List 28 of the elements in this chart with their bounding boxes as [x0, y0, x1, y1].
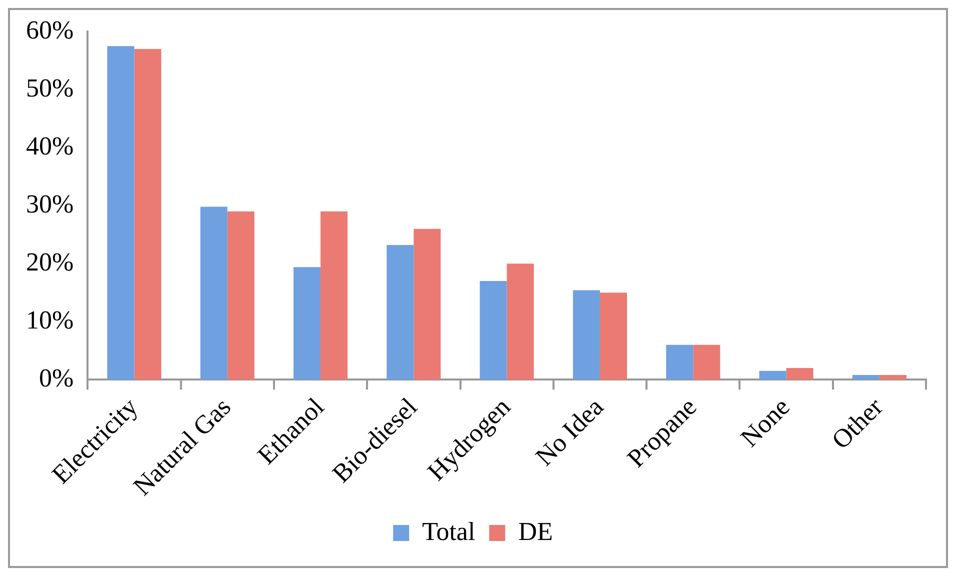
- y-tick-label: 30%: [26, 189, 74, 218]
- legend-label: Total: [422, 516, 476, 546]
- bar: [414, 228, 441, 380]
- bar: [386, 245, 414, 380]
- bar: [600, 292, 627, 380]
- y-tick-label: 40%: [26, 131, 74, 160]
- y-tick-label: 50%: [26, 73, 74, 102]
- bar: [693, 344, 720, 380]
- bar: [572, 290, 600, 380]
- bar: [134, 49, 162, 380]
- bar: [852, 374, 880, 380]
- bar: [480, 281, 507, 380]
- y-tick-label: 60%: [26, 15, 74, 44]
- bar: [759, 370, 786, 380]
- y-tick-label: 10%: [26, 305, 74, 334]
- bar: [200, 206, 228, 380]
- bar: [666, 344, 694, 380]
- bar: [506, 264, 534, 380]
- bar: [227, 211, 254, 380]
- bar: [786, 368, 814, 380]
- bar: [879, 374, 906, 380]
- x-tick-label: No Idea: [530, 392, 610, 472]
- bar: [294, 267, 321, 380]
- legend-label: DE: [518, 516, 553, 546]
- bar: [320, 211, 348, 380]
- bar: [107, 46, 134, 380]
- y-tick-label: 20%: [26, 247, 74, 276]
- y-tick-label: 0%: [38, 363, 74, 392]
